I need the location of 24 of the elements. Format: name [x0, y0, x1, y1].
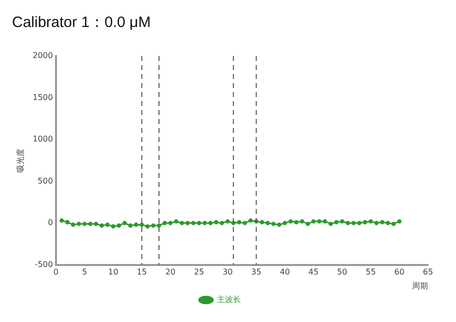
x-tick-label: 30	[222, 268, 233, 277]
x-tick-label: 20	[165, 268, 176, 277]
x-tick-label: 25	[194, 268, 204, 277]
x-tick-label: 65	[422, 268, 434, 277]
x-tick-label: 40	[280, 268, 290, 277]
legend-label: 主波长	[217, 295, 241, 304]
y-tick-label: 0	[48, 218, 53, 228]
y-tick-label: -500	[34, 260, 53, 269]
x-tick-label: 15	[136, 268, 147, 277]
y-tick-label: 1000	[32, 134, 53, 144]
x-tick-label: 35	[251, 268, 262, 277]
x-tick-label: 5	[82, 268, 88, 277]
chart-title: Calibrator 1：0.0 μM	[12, 14, 151, 32]
x-tick-label: 50	[337, 268, 348, 277]
y-tick-label: 1500	[32, 92, 53, 102]
x-axis-title: 周期	[412, 281, 428, 290]
y-axis-title: 吸光度	[16, 148, 25, 172]
x-tick-label: 0	[53, 268, 59, 277]
y-tick-label: 500	[38, 176, 53, 186]
y-tick-label: 2000	[32, 51, 53, 60]
x-tick-label: 60	[394, 268, 404, 277]
x-tick-label: 55	[366, 268, 376, 277]
x-tick-label: 10	[108, 268, 118, 277]
x-tick-label: 45	[308, 268, 319, 277]
